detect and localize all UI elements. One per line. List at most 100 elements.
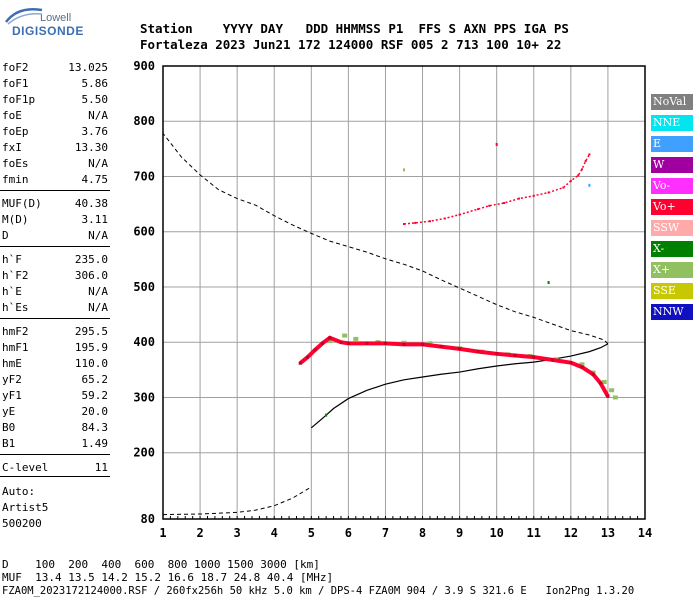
param-row-ye: yE 20.0 (2, 405, 108, 419)
y-tick-label: 300 (133, 390, 155, 404)
o-trace-point (439, 345, 443, 349)
multihop-trace-point (443, 217, 446, 220)
param-row-foes: foEs N/A (2, 157, 108, 171)
param-value: 84.3 (81, 421, 109, 434)
param-key: h`F (2, 253, 22, 266)
distance-line: D 100 200 400 600 800 1000 1500 3000 [km… (2, 558, 320, 571)
o-trace-point (346, 341, 350, 345)
isolated-echo-point (325, 413, 328, 417)
footer-info: FZA0M_2023172124000.RSF / 260fx256h 50 k… (2, 585, 635, 597)
param-value: 11 (94, 461, 108, 474)
param-row-fof1: foF1 5.86 (2, 77, 108, 91)
param-row-foep: foEp 3.76 (2, 125, 108, 139)
o-trace-point (313, 348, 317, 352)
header-line-2: Fortaleza 2023 Jun21 172 124000 RSF 005 … (140, 37, 562, 52)
legend-item-x: X+ (651, 262, 693, 278)
auto-label: Auto: (2, 485, 36, 498)
profile-solid-line (310, 343, 609, 429)
x-tick-label: 5 (308, 526, 315, 540)
y-tick-label: 200 (133, 446, 155, 460)
param-value: 65.2 (81, 373, 109, 386)
param-key: h`Es (2, 301, 29, 314)
o-trace-point (365, 341, 369, 345)
legend-item-nnw: NNW (651, 304, 693, 320)
param-value: N/A (88, 109, 108, 122)
muf-line: MUF 13.4 13.5 14.2 15.2 16.6 18.7 24.8 4… (2, 571, 334, 584)
x-trace-point (609, 388, 615, 393)
param-value: 20.0 (81, 405, 109, 418)
multihop-trace-point (488, 204, 491, 207)
logo-digisonde: DIGISONDE (12, 24, 84, 38)
o-trace-point (569, 361, 573, 365)
param-value: 13.025 (68, 61, 108, 74)
x-tick-label: 12 (564, 526, 578, 540)
param-separator (0, 476, 110, 477)
x-tick-label: 4 (271, 526, 278, 540)
x-tick-label: 8 (419, 526, 426, 540)
y-tick-label: 500 (133, 280, 155, 294)
x-tick-label: 6 (345, 526, 352, 540)
param-key: MUF(D) (2, 197, 42, 210)
param-row-fof2: foF2 13.025 (2, 61, 108, 75)
multihop-trace-point (584, 160, 587, 163)
legend-item-x: X- (651, 241, 693, 257)
y-tick-label: 400 (133, 335, 155, 349)
param-key: yF2 (2, 373, 22, 386)
legend-item-nne: NNE (651, 115, 693, 131)
x-tick-label: 2 (196, 526, 203, 540)
o-trace-point (476, 350, 480, 354)
legend-item-noval: NoVal (651, 94, 693, 110)
o-trace-point (458, 347, 462, 351)
param-key: hmF2 (2, 325, 29, 338)
param-key: B0 (2, 421, 16, 434)
multihop-trace-point (428, 220, 431, 223)
param-key: h`E (2, 285, 22, 298)
o-trace-point (532, 355, 536, 359)
auto-method: Artist5 (2, 501, 49, 514)
param-value: 5.50 (81, 93, 109, 106)
multihop-trace-point (532, 194, 535, 197)
param-row-hf2: h`F2 306.0 (2, 269, 108, 283)
o-trace-point (306, 355, 310, 359)
legend-item-w: W (651, 157, 693, 173)
param-row-foe: foE N/A (2, 109, 108, 123)
param-value: 295.5 (74, 325, 108, 338)
param-row-clevel: C-level 11 (2, 461, 108, 475)
param-row-yf2: yF2 65.2 (2, 373, 108, 387)
o-trace-point (383, 341, 387, 345)
param-row-fmin: fmin 4.75 (2, 173, 108, 187)
header-line-1: Station YYYY DAY DDD HHMMSS P1 FFS S AXN… (140, 21, 569, 36)
o-trace-point (606, 394, 610, 398)
param-row-d: D N/A (2, 229, 108, 243)
x-tick-label: 11 (527, 526, 541, 540)
x-trace-point (601, 379, 607, 384)
isolated-echo-point (495, 142, 498, 146)
param-value: 306.0 (74, 269, 108, 282)
x-tick-label: 14 (638, 526, 652, 540)
multihop-trace-point (547, 191, 550, 194)
profile-dashed-bottom (162, 486, 312, 516)
param-row-b1: B1 1.49 (2, 437, 108, 451)
plot-frame (162, 65, 646, 520)
param-row-hmf2: hmF2 295.5 (2, 325, 108, 339)
param-value: N/A (88, 157, 108, 170)
multihop-trace-point (403, 222, 405, 225)
x-trace-point (327, 339, 333, 344)
param-value: N/A (88, 229, 108, 242)
o-trace-point (599, 381, 603, 385)
x-tick-label: 13 (601, 526, 615, 540)
param-key: foF1 (2, 77, 29, 90)
x-tick-label: 9 (456, 526, 463, 540)
logo-swoosh-icon (5, 8, 43, 25)
param-key: C-level (2, 461, 49, 474)
param-row-he: h`E N/A (2, 285, 108, 299)
param-value: 3.76 (81, 125, 109, 138)
isolated-echo-point (403, 168, 405, 172)
multihop-trace-point (414, 221, 417, 224)
param-value: 4.75 (81, 173, 109, 186)
param-row-yf1: yF1 59.2 (2, 389, 108, 403)
param-separator (0, 246, 110, 247)
param-key: foE (2, 109, 22, 122)
multihop-trace-point (588, 153, 591, 156)
x-tick-label: 10 (489, 526, 503, 540)
